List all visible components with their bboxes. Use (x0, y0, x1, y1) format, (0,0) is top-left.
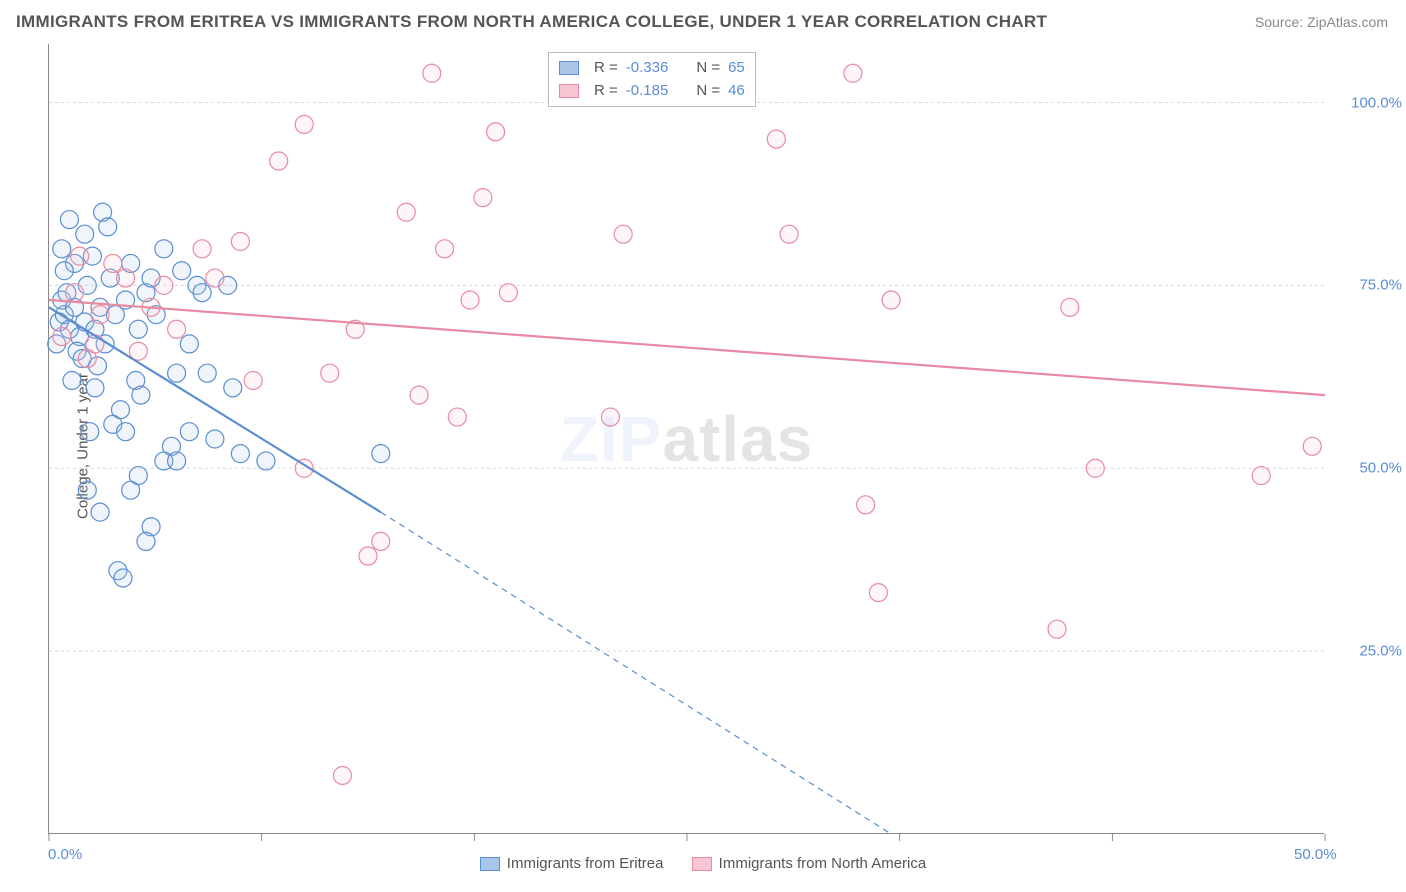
correlation-row-0: R = -0.336 N = 65 (559, 57, 745, 80)
n-label-0: N = (696, 57, 720, 80)
legend-swatch-0 (480, 857, 500, 871)
chart-title: IMMIGRANTS FROM ERITREA VS IMMIGRANTS FR… (16, 12, 1047, 32)
r-label-1: R = (594, 80, 618, 103)
n-value-1: 46 (728, 80, 745, 103)
legend-swatch-1 (692, 857, 712, 871)
legend-item-0: Immigrants from Eritrea (480, 855, 664, 872)
n-value-0: 65 (728, 57, 745, 80)
swatch-series-0 (559, 61, 579, 75)
y-tick-label: 25.0% (1359, 643, 1402, 660)
legend-label-1: Immigrants from North America (719, 855, 927, 872)
source-attribution: Source: ZipAtlas.com (1255, 14, 1388, 30)
y-tick-labels: 25.0% 50.0% 75.0% 100.0% (1332, 44, 1402, 834)
r-value-1: -0.185 (626, 80, 669, 103)
r-value-0: -0.336 (626, 57, 669, 80)
plot-area: ZIPatlas (48, 44, 1324, 834)
n-label-1: N = (696, 80, 720, 103)
chart-container: IMMIGRANTS FROM ERITREA VS IMMIGRANTS FR… (0, 0, 1406, 892)
plot-svg (49, 44, 1324, 833)
y-tick-label: 75.0% (1359, 277, 1402, 294)
legend-item-1: Immigrants from North America (692, 855, 927, 872)
legend-label-0: Immigrants from Eritrea (507, 855, 664, 872)
correlation-row-1: R = -0.185 N = 46 (559, 80, 745, 103)
r-label-0: R = (594, 57, 618, 80)
y-tick-label: 100.0% (1351, 94, 1402, 111)
series-legend: Immigrants from Eritrea Immigrants from … (0, 855, 1406, 875)
correlation-legend-box: R = -0.336 N = 65 R = -0.185 N = 46 (548, 52, 756, 107)
swatch-series-1 (559, 84, 579, 98)
y-tick-label: 50.0% (1359, 460, 1402, 477)
